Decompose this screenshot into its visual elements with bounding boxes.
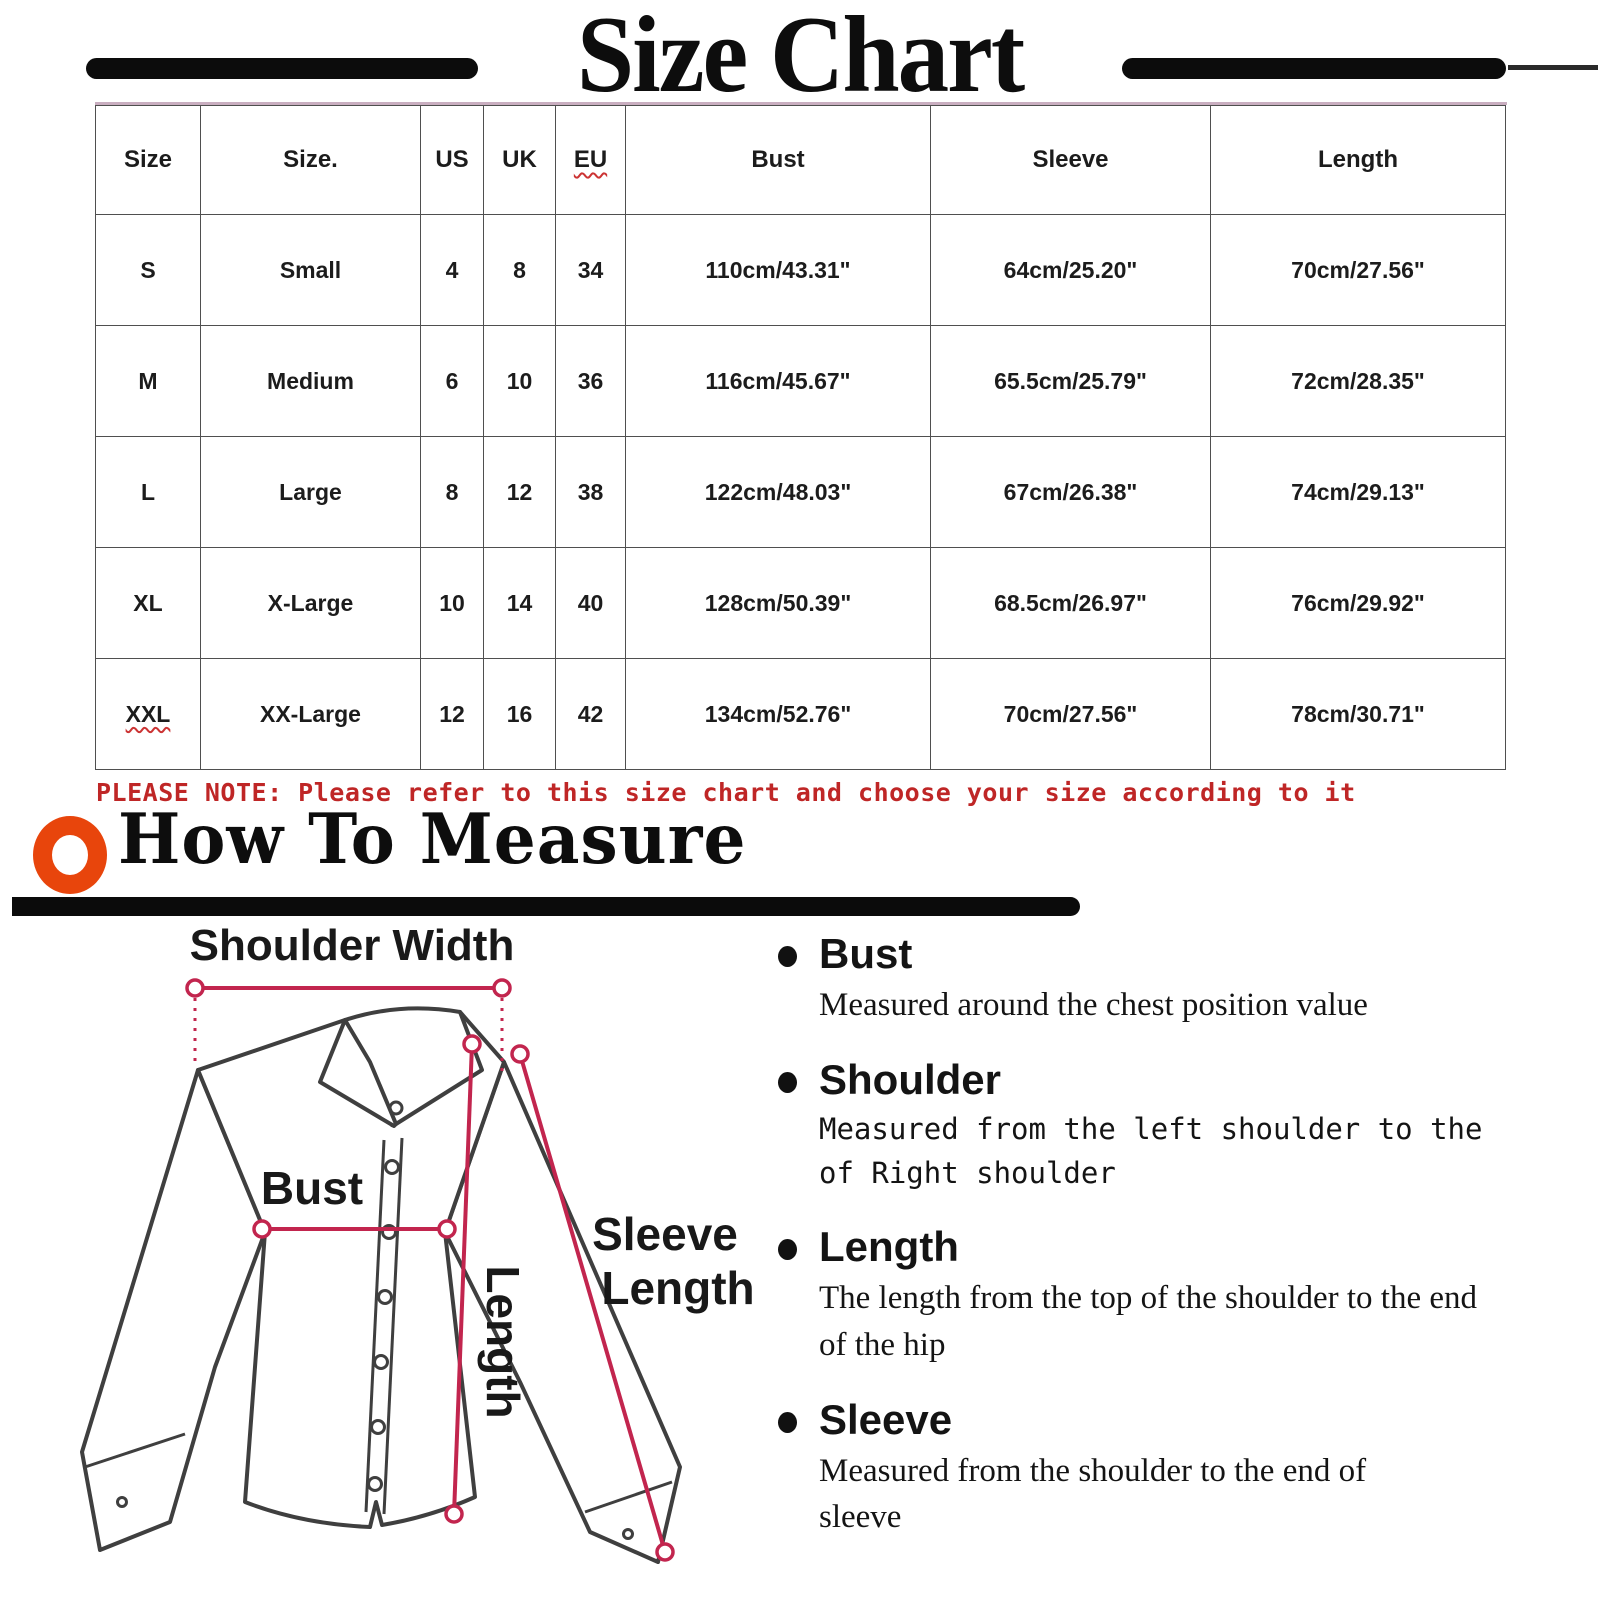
cell-sleeve: 68.5cm/26.97"	[930, 547, 1211, 659]
cell-size: XL	[95, 547, 201, 659]
cell-length: 72cm/28.35"	[1210, 325, 1506, 437]
cell-us: 10	[420, 547, 484, 659]
cell-eu: 36	[555, 325, 626, 437]
cell-length: 78cm/30.71"	[1210, 658, 1506, 770]
bullet-desc: Measured around the chest position value	[819, 987, 1368, 1024]
cell-uk: 12	[483, 436, 556, 548]
cell-uk: 8	[483, 214, 556, 326]
length-line	[452, 1043, 474, 1515]
table-row: XL X-Large 10 14 40 128cm/50.39" 68.5cm/…	[95, 547, 1506, 659]
bullet-icon	[778, 1072, 797, 1094]
cell-us: 4	[420, 214, 484, 326]
please-note-text: PLEASE NOTE: Please refer to this size c…	[96, 778, 1356, 807]
bullet-term: Bust	[819, 930, 913, 977]
bullet-desc: Measured from the shoulder to the end of…	[819, 1452, 1367, 1536]
title-rule-right	[1122, 58, 1506, 79]
cell-size-name: Small	[200, 214, 421, 326]
col-us: US	[420, 105, 484, 215]
sleeve-length-label-line1: Sleeve	[592, 1208, 738, 1260]
cell-bust: 134cm/52.76"	[625, 658, 931, 770]
list-item: Length The length from the top of the sh…	[778, 1225, 1478, 1367]
section-divider-bar	[12, 897, 1080, 916]
cell-us: 12	[420, 658, 484, 770]
bullet-desc: Measured from the left shoulder to the o…	[819, 1112, 1483, 1190]
cell-size-name: X-Large	[200, 547, 421, 659]
cell-length: 70cm/27.56"	[1210, 214, 1506, 326]
table-row: S Small 4 8 34 110cm/43.31" 64cm/25.20" …	[95, 214, 1506, 326]
bullet-icon	[778, 1239, 797, 1261]
cell-uk: 14	[483, 547, 556, 659]
cell-sleeve: 70cm/27.56"	[930, 658, 1211, 770]
ring-icon	[33, 816, 107, 894]
page-title: Size Chart	[576, 0, 1025, 116]
shirt-details	[84, 1100, 673, 1540]
cell-length: 76cm/29.92"	[1210, 547, 1506, 659]
col-eu: EU	[555, 105, 626, 215]
bullet-icon	[778, 946, 797, 967]
table-row: XXL XX-Large 12 16 42 134cm/52.76" 70cm/…	[95, 658, 1506, 770]
cell-bust: 128cm/50.39"	[625, 547, 931, 659]
bullet-term: Length	[819, 1223, 959, 1271]
bust-label: Bust	[261, 1162, 363, 1214]
list-item: Shoulder Measured from the left shoulder…	[778, 1058, 1482, 1195]
col-uk: UK	[483, 105, 556, 215]
cell-size: XXL	[95, 658, 201, 770]
bullet-term: Sleeve	[819, 1395, 953, 1443]
col-size-name: Size.	[200, 105, 421, 215]
list-item: Sleeve Measured from the shoulder to the…	[778, 1395, 1478, 1540]
shoulder-width-label: Shoulder Width	[190, 921, 515, 970]
bullet-term: Shoulder	[819, 1056, 1002, 1104]
cell-eu: 42	[555, 658, 626, 770]
list-item: Bust Measured around the chest position …	[778, 931, 1478, 1028]
cell-us: 6	[420, 325, 484, 437]
shirt-outline	[80, 1006, 682, 1564]
size-table-wrapper: Size Size. US UK EU Bust Sleeve Length S…	[95, 102, 1507, 770]
shirt-measure-diagram: Shoulder Width Bust Length Sleeve Length	[80, 921, 755, 1564]
col-bust: Bust	[625, 105, 931, 215]
cell-size-name: Large	[200, 436, 421, 548]
cell-size-name: XX-Large	[200, 658, 421, 770]
cell-sleeve: 64cm/25.20"	[930, 214, 1211, 326]
cell-uk: 10	[483, 325, 556, 437]
measurement-endpoints	[185, 978, 675, 1562]
size-table: Size Size. US UK EU Bust Sleeve Length S…	[95, 105, 1506, 770]
cell-us: 8	[420, 436, 484, 548]
title-rule-left	[86, 58, 478, 79]
measurement-lines	[185, 978, 675, 1562]
sleeve-length-label-line2: Length	[601, 1262, 754, 1314]
table-row: M Medium 6 10 36 116cm/45.67" 65.5cm/25.…	[95, 325, 1506, 437]
col-size: Size	[95, 105, 201, 215]
bullet-desc: The length from the top of the shoulder …	[819, 1280, 1478, 1363]
cell-uk: 16	[483, 658, 556, 770]
cell-length: 74cm/29.13"	[1210, 436, 1506, 548]
cell-eu: 38	[555, 436, 626, 548]
title-rule-thin	[1508, 65, 1598, 70]
cell-size-name: Medium	[200, 325, 421, 437]
cell-bust: 122cm/48.03"	[625, 436, 931, 548]
bullet-icon	[778, 1411, 797, 1433]
cell-eu: 40	[555, 547, 626, 659]
table-header-row: Size Size. US UK EU Bust Sleeve Length	[95, 105, 1506, 215]
sleeve-length-line	[518, 1053, 667, 1553]
cell-eu: 34	[555, 214, 626, 326]
cell-bust: 110cm/43.31"	[625, 214, 931, 326]
length-label: Length	[477, 1265, 529, 1418]
table-row: L Large 8 12 38 122cm/48.03" 67cm/26.38"…	[95, 436, 1506, 548]
cell-sleeve: 67cm/26.38"	[930, 436, 1211, 548]
cell-size: M	[95, 325, 201, 437]
cell-bust: 116cm/45.67"	[625, 325, 931, 437]
measure-definitions-list: Bust Measured around the chest position …	[778, 931, 1482, 1570]
col-length: Length	[1210, 105, 1506, 215]
cell-size: S	[95, 214, 201, 326]
cell-size: L	[95, 436, 201, 548]
cell-sleeve: 65.5cm/25.79"	[930, 325, 1211, 437]
col-sleeve: Sleeve	[930, 105, 1211, 215]
title-section: Size Chart	[0, 0, 1600, 110]
how-to-measure-title: How To Measure	[118, 798, 747, 880]
